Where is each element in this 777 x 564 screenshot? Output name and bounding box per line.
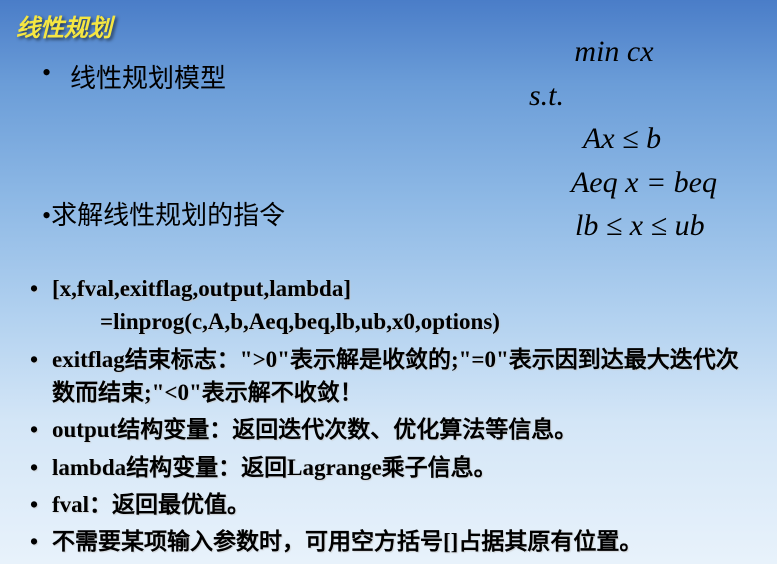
- description-list: •[x,fval,exitflag,output,lambda] =linpro…: [0, 272, 777, 563]
- bullet-model-text: 线性规划模型: [70, 64, 226, 93]
- desc-output: •output结构变量：返回迭代次数、优化算法等信息。: [30, 413, 747, 446]
- math-objective: min cx: [511, 30, 717, 74]
- math-bounds: lb ≤ x ≤ ub: [511, 204, 717, 248]
- bullet-dot: •: [30, 525, 52, 558]
- bullet-dot: •: [30, 413, 52, 446]
- desc-exitflag: •exitflag结束标志：">0"表示解是收敛的;"=0"表示因到达最大迭代次…: [30, 343, 747, 410]
- bullet-dot: •: [30, 343, 52, 376]
- code-output: [x,fval,exitflag,output,lambda]: [52, 276, 351, 301]
- math-equality: Aeq x = beq: [511, 161, 717, 205]
- bullet-command-text: 求解线性规划的指令: [51, 201, 285, 230]
- code-output-line: •[x,fval,exitflag,output,lambda] =linpro…: [30, 272, 747, 339]
- desc-lambda: •lambda结构变量：返回Lagrange乘子信息。: [30, 451, 747, 484]
- bullet-dot: •: [42, 201, 51, 230]
- content-area: •线性规划模型 •求解线性规划的指令 min cx s.t. Ax ≤ b Ae…: [0, 50, 777, 232]
- bullet-dot: •: [30, 488, 52, 521]
- bullet-dot: •: [30, 272, 52, 305]
- math-subject-to: s.t.: [511, 74, 717, 118]
- desc-empty-args: •不需要某项输入参数时，可用空方括号[]占据其原有位置。: [30, 525, 747, 558]
- bullet-dot: •: [42, 58, 70, 88]
- math-inequality: Ax ≤ b: [511, 117, 717, 161]
- code-call: =linprog(c,A,b,Aeq,beq,lb,ub,x0,options): [52, 305, 747, 338]
- slide-title: 线性规划: [16, 8, 112, 43]
- math-formulation: min cx s.t. Ax ≤ b Aeq x = beq lb ≤ x ≤ …: [511, 30, 717, 248]
- bullet-dot: •: [30, 451, 52, 484]
- desc-fval: •fval：返回最优值。: [30, 488, 747, 521]
